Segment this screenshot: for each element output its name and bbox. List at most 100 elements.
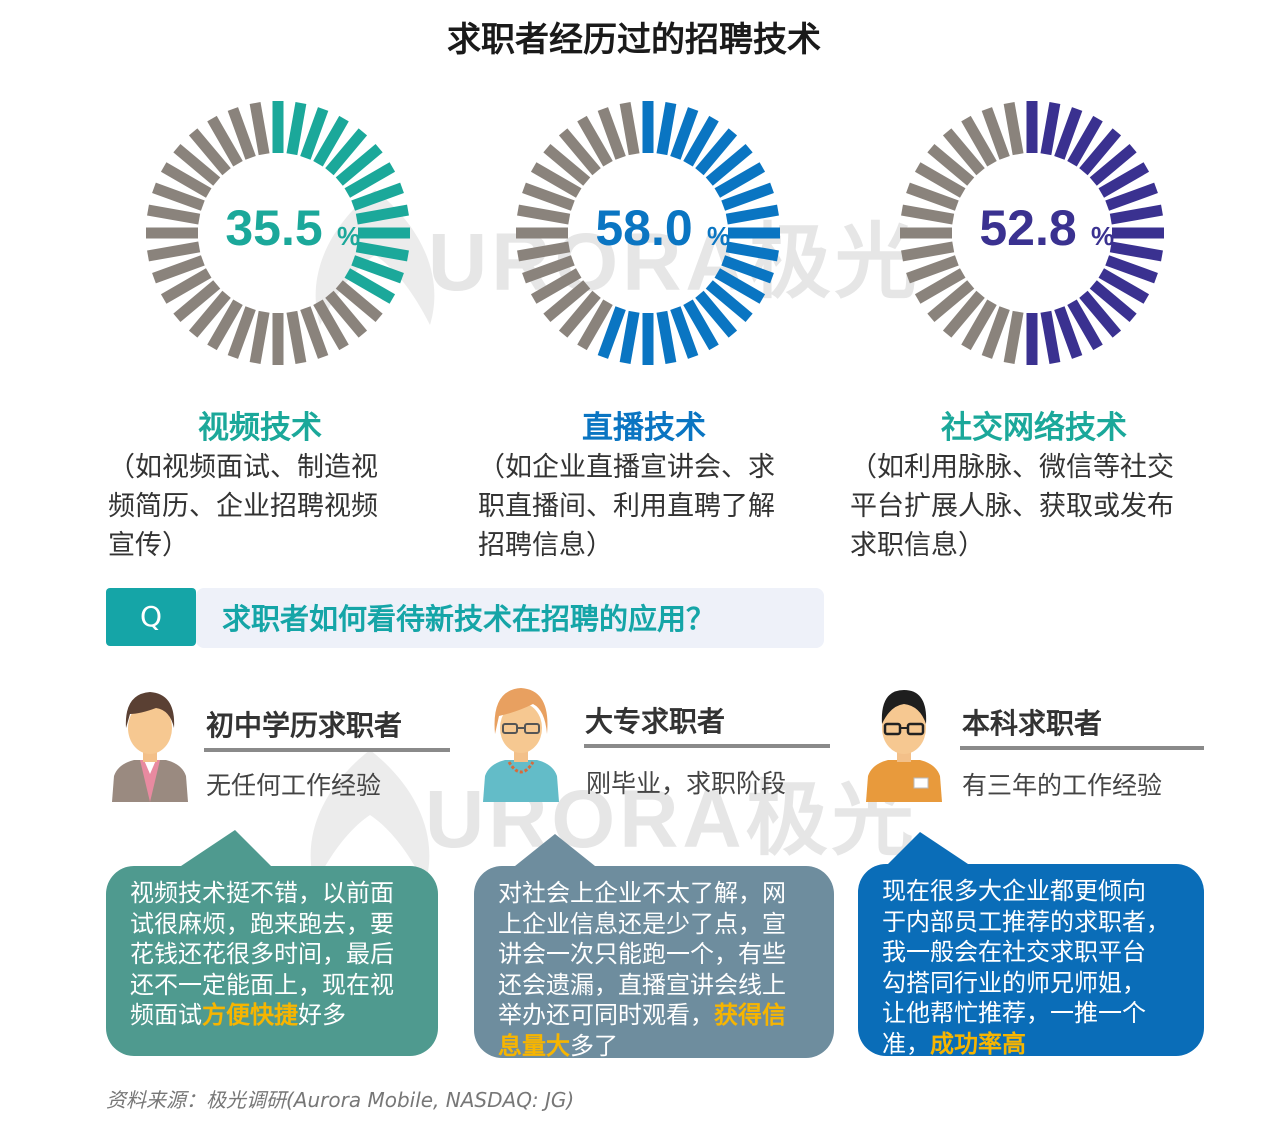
quote-line: 试很麻烦，跑来跑去，要	[130, 909, 394, 938]
gauge-social-tech: 52.8 %	[900, 101, 1164, 365]
gauge-value-label: 52.8	[979, 200, 1076, 256]
gauge-tick-filled	[695, 128, 738, 176]
desc-line: 频简历、企业招聘视频	[108, 491, 378, 522]
gauge-tick-filled	[705, 280, 753, 323]
page-title: 求职者经历过的招聘技术	[447, 20, 821, 60]
gauge-tick-empty	[530, 162, 582, 198]
bubble-tail	[880, 832, 980, 872]
gauge-unit-label: %	[337, 221, 360, 251]
gauge-tick-empty	[517, 241, 571, 262]
quote-text: 多了	[570, 1031, 618, 1060]
gauge-tick-empty	[227, 107, 256, 160]
desc-line: 平台扩展人脉、获取或发布	[850, 491, 1174, 522]
gauge-tick-empty	[517, 204, 571, 225]
gauge-tick-empty	[543, 280, 591, 323]
gauge-video-tech: 35.5 %	[146, 101, 410, 365]
gauge-tick-filled	[725, 204, 779, 225]
quote-line: 让他帮忙推荐，一推一个	[882, 999, 1146, 1027]
gauge-tick-empty	[961, 115, 997, 167]
quote-line: 准，成功率高	[882, 1029, 1182, 1060]
quote-line: 举办还可同时观看，获得信	[498, 1000, 812, 1031]
quote-line: 还不一定能面上，现在视	[130, 970, 394, 999]
desc-line: （如企业直播宣讲会、求	[478, 452, 775, 483]
quote-text: 好多	[298, 1001, 346, 1029]
bubble-tail	[505, 834, 605, 874]
gauge-tick-empty	[207, 115, 243, 167]
watermark-text: URORA极光	[428, 217, 921, 308]
gauge-tick-empty	[942, 290, 985, 338]
gauge-tick-filled	[1067, 115, 1103, 167]
gauge-tick-empty	[914, 268, 966, 304]
quote-line: 勾搭同行业的师兄师姐，	[882, 968, 1146, 997]
gauge-tick-empty	[981, 306, 1010, 359]
gauge-tick-filled	[695, 290, 738, 338]
quote-line: 花钱还花很多时间，最后	[130, 940, 394, 968]
gauge-tick-filled	[705, 143, 753, 186]
quote-highlight: 获得信	[714, 1001, 786, 1029]
person-glasses-woman-icon	[483, 688, 559, 802]
quote-highlight: 成功率高	[930, 1029, 1026, 1058]
gauge-tick-filled	[325, 128, 368, 176]
gauge-unit-label: %	[707, 221, 730, 251]
tech-desc-social: （如利用脉脉、微信等社交 平台扩展人脉、获取或发布 求职信息）	[850, 448, 1220, 565]
gauge-tick-filled	[1040, 310, 1061, 364]
quote-bubble-bachelor: 现在很多大企业都更倾向 于内部员工推荐的求职者， 我一般会在社交求职平台 勾搭同…	[858, 864, 1204, 1058]
gauge-tick-filled	[1098, 162, 1150, 198]
gauge-tick-empty	[901, 204, 955, 225]
gauge-tick-filled	[355, 204, 409, 225]
gauge-tick-filled	[1109, 241, 1163, 262]
gauge-tick-filled	[355, 241, 409, 262]
gauge-tick-filled	[286, 102, 307, 156]
gauge-tick-empty	[522, 182, 575, 211]
gauge-tick-filled	[1109, 204, 1163, 225]
gauge-tick-filled	[714, 162, 766, 198]
gauge-tick-empty	[961, 299, 997, 351]
gauge-tick-filled	[619, 310, 640, 364]
gauge-tick-empty	[927, 280, 975, 323]
gauge-tick-empty	[1003, 102, 1024, 156]
gauge-value-label: 58.0	[595, 200, 692, 256]
gauge-tick-empty	[597, 107, 626, 160]
gauge-tick-empty	[942, 128, 985, 176]
gauge-tick-empty	[173, 280, 221, 323]
gauge-tick-filled	[351, 255, 404, 284]
gauge-tick-empty	[160, 268, 212, 304]
persona-title: 大专求职者	[585, 705, 726, 738]
gauge-tick-empty	[335, 280, 383, 323]
person-pink-shirt-icon	[112, 692, 188, 802]
gauge-tick-filled	[683, 115, 719, 167]
quote-line: 现在很多大企业都更倾向	[882, 877, 1146, 905]
quote-highlight: 方便快捷	[202, 1001, 298, 1029]
quote-bubble-college: 对社会上企业不太了解，网 上企业信息还是少了点，宣 讲会一次只能跑一个，有些 还…	[474, 866, 834, 1060]
gauge-tick-empty	[286, 310, 307, 364]
tech-desc-live: （如企业直播宣讲会、求 职直播间、利用直聘了解 招聘信息）	[478, 448, 818, 565]
persona-subtitle: 刚毕业，求职阶段	[586, 769, 787, 798]
gauge-tick-empty	[152, 255, 205, 284]
desc-line: 招聘信息）	[478, 530, 613, 561]
quote-line: 我一般会在社交求职平台	[882, 938, 1146, 966]
gauge-tick-empty	[249, 102, 270, 156]
question-bar	[196, 588, 824, 648]
bubble-tail	[175, 830, 275, 870]
gauge-tick-filled	[313, 115, 349, 167]
desc-line: 宣传）	[108, 530, 189, 561]
persona-divider	[204, 748, 450, 752]
gauge-tick-filled	[1054, 306, 1083, 359]
desc-line: （如利用脉脉、微信等社交	[850, 452, 1174, 483]
gauge-tick-filled	[1067, 299, 1103, 351]
quote-line: 还会遗漏，直播宣讲会线上	[498, 970, 786, 999]
tech-name-live: 直播技术	[582, 410, 706, 446]
gauge-tick-filled	[721, 255, 774, 284]
gauge-tick-empty	[558, 290, 601, 338]
gauge-tick-filled	[1040, 102, 1061, 156]
gauge-tick-filled	[1089, 143, 1137, 186]
persona-subtitle: 无任何工作经验	[206, 771, 382, 800]
desc-line: （如视频面试、制造视	[108, 452, 378, 483]
gauge-tick-empty	[152, 182, 205, 211]
gauge-tick-filled	[351, 182, 404, 211]
gauge-tick-filled	[1079, 290, 1122, 338]
gauge-tick-filled	[344, 162, 396, 198]
tech-name-video: 视频技术	[198, 410, 322, 446]
gauge-tick-filled	[683, 299, 719, 351]
gauge-tick-empty	[558, 128, 601, 176]
